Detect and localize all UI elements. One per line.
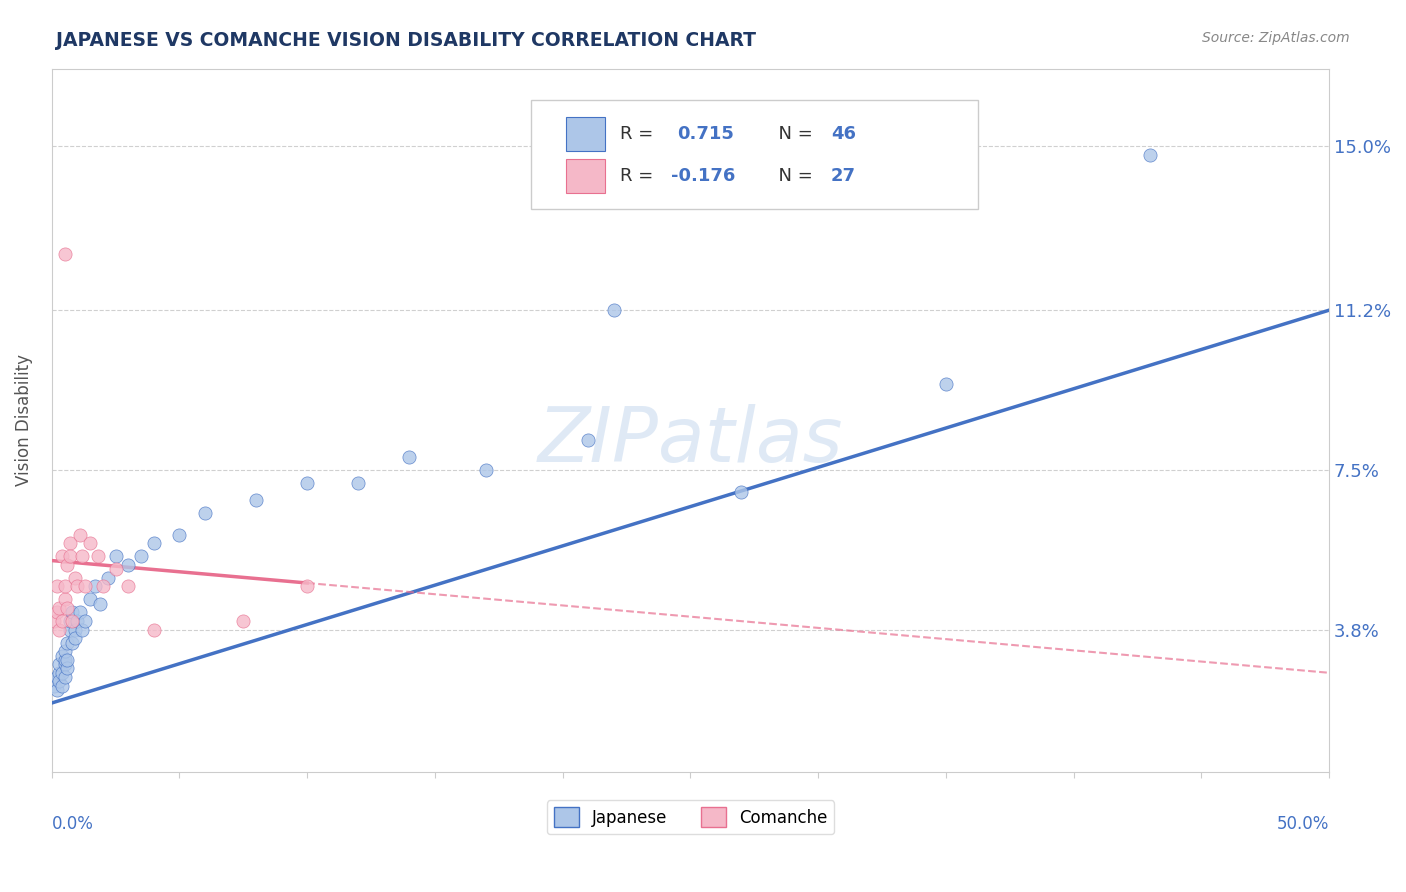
Point	[53, 653, 76, 667]
Point	[142, 536, 165, 550]
Point	[59, 536, 82, 550]
Point	[45, 605, 67, 619]
Point	[142, 623, 165, 637]
Point	[72, 549, 94, 564]
Y-axis label: Vision Disability: Vision Disability	[15, 354, 32, 486]
Point	[48, 665, 70, 680]
Point	[63, 571, 86, 585]
Point	[56, 558, 79, 572]
Point	[53, 247, 76, 261]
Point	[730, 484, 752, 499]
Point	[295, 579, 318, 593]
Point	[56, 653, 79, 667]
FancyBboxPatch shape	[567, 117, 605, 151]
Point	[59, 549, 82, 564]
Point	[117, 579, 139, 593]
Point	[48, 674, 70, 689]
Text: 50.0%: 50.0%	[1277, 815, 1329, 833]
Point	[60, 635, 83, 649]
Point	[51, 614, 73, 628]
Point	[51, 549, 73, 564]
Point	[53, 657, 76, 672]
Text: 0.715: 0.715	[678, 125, 734, 143]
Point	[45, 670, 67, 684]
Point	[129, 549, 152, 564]
Point	[51, 648, 73, 663]
Point	[79, 592, 101, 607]
Point	[347, 475, 370, 490]
Point	[97, 571, 120, 585]
Point	[60, 614, 83, 628]
Text: 0.0%: 0.0%	[52, 815, 94, 833]
Point	[48, 623, 70, 637]
Text: JAPANESE VS COMANCHE VISION DISABILITY CORRELATION CHART: JAPANESE VS COMANCHE VISION DISABILITY C…	[56, 31, 756, 50]
Point	[63, 623, 86, 637]
Point	[104, 562, 127, 576]
Point	[104, 549, 127, 564]
Point	[56, 635, 79, 649]
Text: N =: N =	[768, 167, 818, 186]
Point	[59, 623, 82, 637]
Point	[73, 614, 96, 628]
Point	[79, 536, 101, 550]
Point	[117, 558, 139, 572]
Point	[48, 657, 70, 672]
Point	[44, 679, 66, 693]
Text: -0.176: -0.176	[671, 167, 735, 186]
Point	[53, 579, 76, 593]
Point	[232, 614, 254, 628]
Point	[45, 579, 67, 593]
Point	[89, 597, 111, 611]
Point	[59, 614, 82, 628]
Point	[66, 579, 89, 593]
Point	[91, 579, 114, 593]
Point	[69, 605, 91, 619]
Text: 27: 27	[831, 167, 856, 186]
Point	[398, 450, 420, 464]
Point	[84, 579, 107, 593]
Point	[66, 614, 89, 628]
Text: 46: 46	[831, 125, 856, 143]
Point	[245, 493, 267, 508]
Text: N =: N =	[768, 125, 818, 143]
Point	[60, 605, 83, 619]
Point	[53, 644, 76, 658]
Point	[295, 475, 318, 490]
Point	[576, 433, 599, 447]
Point	[63, 632, 86, 646]
Point	[53, 670, 76, 684]
Point	[51, 679, 73, 693]
Point	[53, 592, 76, 607]
Point	[475, 463, 498, 477]
Text: ZIPatlas: ZIPatlas	[537, 404, 844, 478]
FancyBboxPatch shape	[530, 100, 977, 210]
Point	[194, 506, 217, 520]
Text: R =: R =	[620, 125, 665, 143]
Point	[72, 623, 94, 637]
Point	[45, 683, 67, 698]
Point	[73, 579, 96, 593]
Point	[169, 527, 191, 541]
Point	[51, 665, 73, 680]
Point	[56, 601, 79, 615]
FancyBboxPatch shape	[567, 160, 605, 193]
Point	[69, 527, 91, 541]
Text: Source: ZipAtlas.com: Source: ZipAtlas.com	[1202, 31, 1350, 45]
Text: R =: R =	[620, 167, 659, 186]
Point	[87, 549, 110, 564]
Point	[44, 614, 66, 628]
Point	[56, 661, 79, 675]
Point	[48, 601, 70, 615]
Point	[935, 376, 957, 391]
Point	[1139, 148, 1161, 162]
Legend: Japanese, Comanche: Japanese, Comanche	[547, 800, 834, 834]
Point	[603, 303, 626, 318]
